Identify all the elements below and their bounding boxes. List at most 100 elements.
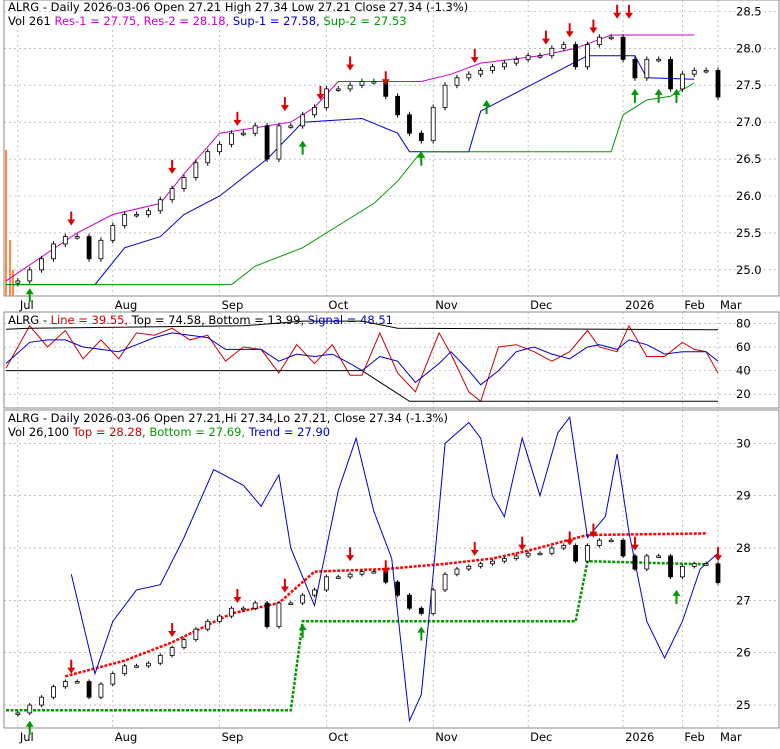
- candle-body: [466, 73, 472, 79]
- candle-body: [169, 188, 175, 201]
- arrow-down-icon: [168, 167, 177, 174]
- candle-body: [442, 573, 448, 591]
- arrow-up-icon: [654, 88, 663, 95]
- legend-item: ALRG - Daily 2026-03-06 Open 27.21 High …: [8, 0, 468, 14]
- oscillator-series: [5, 320, 719, 403]
- volume-bar: [12, 270, 14, 296]
- arrow-up-icon: [25, 288, 34, 295]
- candle-body: [323, 576, 329, 591]
- arrow-down-icon: [67, 219, 76, 226]
- y-tick-label: 27: [736, 593, 751, 607]
- candle-body: [252, 602, 258, 609]
- arrow-down-icon: [168, 631, 177, 638]
- volume-bar: [9, 240, 11, 296]
- candle-body: [715, 563, 721, 584]
- y-tick-label: 26.5: [736, 152, 762, 166]
- candle-body: [157, 199, 163, 212]
- arrow-up-icon: [482, 100, 491, 106]
- x-tick-label: Jul: [19, 298, 34, 312]
- candle-body: [537, 552, 543, 556]
- legend-item: Trend = 27.90: [248, 425, 330, 439]
- arrow-up-icon: [417, 626, 426, 633]
- candle-body: [39, 696, 44, 706]
- y-tick-label: 80: [736, 316, 751, 330]
- series-line: [5, 324, 719, 403]
- price-legend-line2: Vol 261 Res-1 = 27.75, Res-2 = 28.18, Su…: [8, 14, 407, 28]
- oscillator-y-ticks: 20 40 60 80: [736, 316, 751, 401]
- arrow-down-icon: [381, 568, 390, 575]
- candle-body: [51, 686, 56, 698]
- candle-body: [668, 555, 673, 578]
- price-panel-series: [5, 34, 695, 286]
- x-tick-label: Feb: [684, 730, 704, 744]
- y-tick-label: 27.0: [736, 115, 762, 129]
- candle-body: [430, 589, 436, 614]
- candle-body: [323, 88, 329, 108]
- y-tick-label: 40: [736, 364, 751, 378]
- candle-body: [537, 55, 543, 58]
- x-tick-label: Feb: [684, 298, 704, 312]
- trend-signal-arrows: [25, 523, 722, 735]
- x-tick-label: Dec: [530, 298, 552, 312]
- arrow-down-icon: [381, 79, 390, 86]
- arrow-up-icon: [25, 720, 34, 727]
- y-tick-label: 29: [736, 489, 751, 503]
- candle-body: [157, 654, 163, 664]
- candle-body: [98, 239, 104, 260]
- candle-body: [276, 602, 282, 627]
- candle-body: [454, 568, 460, 575]
- legend-item: Sup-1 = 27.58,: [233, 14, 324, 28]
- y-tick-label: 60: [736, 340, 751, 354]
- legend-item: Vol 261: [8, 14, 54, 28]
- candle-body: [205, 620, 211, 630]
- price-panel-frame: [3, 0, 780, 297]
- candle-body: [359, 571, 365, 575]
- arrow-up-icon: [417, 151, 426, 158]
- arrow-down-icon: [316, 94, 325, 100]
- candle-body: [644, 555, 650, 570]
- y-tick-label: 25.5: [736, 226, 762, 240]
- candle-body: [668, 58, 673, 90]
- candle-body: [632, 555, 638, 570]
- candle-body: [62, 236, 68, 245]
- series-line: [6, 55, 695, 286]
- x-tick-label: Aug: [115, 298, 137, 312]
- arrow-down-icon: [625, 12, 633, 19]
- legend-item: Sup-2 = 27.53: [323, 14, 406, 28]
- arrow-up-icon: [672, 88, 681, 95]
- candle-body: [632, 58, 638, 79]
- x-tick-label: Sep: [222, 730, 244, 744]
- candle-body: [525, 552, 531, 557]
- x-tick-label: Oct: [328, 298, 348, 312]
- candle-body: [264, 602, 270, 627]
- legend-item: Res-1 = 27.75,: [54, 14, 143, 28]
- candle-body: [608, 36, 614, 40]
- candle-body: [644, 58, 650, 79]
- candle-body: [549, 47, 555, 57]
- arrow-down-icon: [470, 57, 479, 64]
- candle-body: [407, 114, 412, 134]
- arrow-down-icon: [67, 667, 76, 674]
- candle-body: [680, 565, 685, 578]
- candle-body: [217, 143, 223, 153]
- candle-body: [490, 560, 495, 565]
- arrow-down-icon: [630, 544, 639, 551]
- candle-body: [561, 545, 567, 549]
- candle-body: [145, 210, 151, 215]
- candle-body: [110, 673, 116, 685]
- x-tick-label: Aug: [115, 730, 137, 744]
- candle-body: [490, 66, 495, 71]
- candle-body: [264, 125, 270, 160]
- legend-item: Bottom = 27.69,: [149, 425, 248, 439]
- y-tick-label: 26.0: [736, 189, 762, 203]
- arrow-up-icon: [630, 88, 639, 95]
- candle-body: [181, 639, 187, 648]
- candle-body: [288, 602, 294, 605]
- candle-body: [229, 132, 234, 145]
- legend-item: Res-2 = 28.18,: [144, 14, 233, 28]
- candle-body: [501, 62, 507, 68]
- candle-body: [98, 683, 104, 698]
- candle-body: [478, 70, 484, 75]
- arrow-down-icon: [280, 105, 289, 112]
- candle-body: [585, 44, 590, 68]
